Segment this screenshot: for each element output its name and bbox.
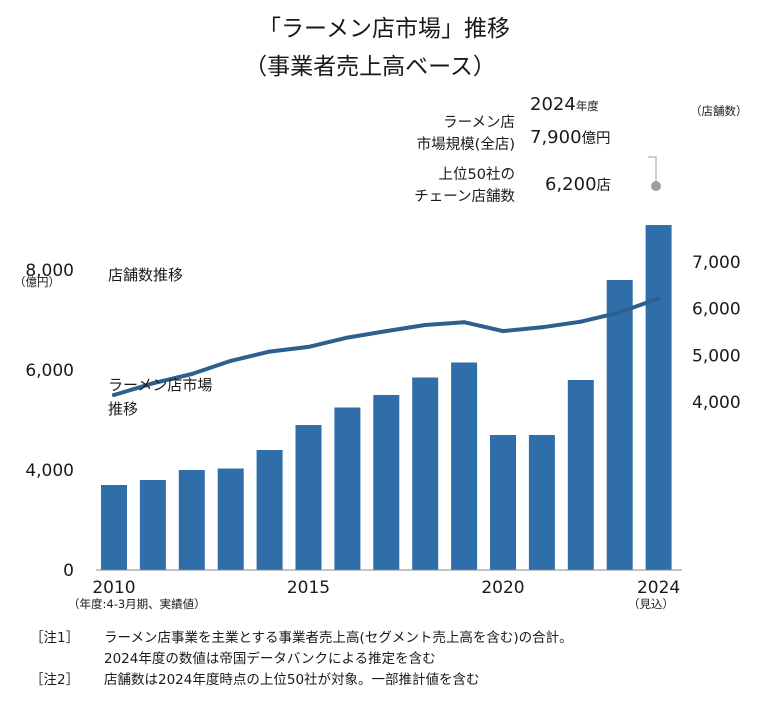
right-axis-ticks: 4,000 5,000 6,000 7,000 — [692, 253, 741, 413]
annotation-leader-line — [648, 156, 657, 184]
bar-series — [101, 225, 672, 570]
x-tick-2024: 2024 — [637, 578, 680, 598]
line-point-2024 — [656, 296, 661, 301]
annotation-market-value: 7,900 — [530, 127, 582, 148]
chart-title: 「ラーメン店市場」推移 — [258, 16, 510, 42]
bar-2023 — [606, 280, 633, 570]
note-2-tag: ［注2］ — [30, 672, 79, 688]
annotation-market-label-2: 市場規模(全店) — [417, 135, 515, 153]
bar-2011 — [139, 480, 166, 570]
bar-2018 — [412, 377, 439, 570]
x-axis-ticks: 2010 2015 2020 2024 — [92, 578, 680, 598]
note-2-text: 店舗数は2024年度時点の上位50社が対象。一部推計値を含む — [104, 672, 480, 688]
bar-series-label-line1: ラーメン店市場 — [108, 376, 212, 394]
bar-2016 — [334, 407, 361, 570]
note-1-tag: ［注1］ — [30, 630, 79, 646]
bar-series-label-line2: 推移 — [108, 400, 138, 418]
annotation-market: 7,900億円 — [530, 127, 611, 148]
left-tick-0: 0 — [63, 561, 74, 581]
bar-2024 — [645, 225, 672, 570]
line-point-2016 — [345, 335, 350, 340]
line-point-2019 — [462, 320, 467, 325]
left-axis-ticks: 0 4,000 6,000 8,000 — [25, 261, 74, 581]
bar-2019 — [451, 362, 478, 570]
x-axis-first-sub: （年度:4-3月期、実績値） — [68, 597, 206, 611]
line-point-2018 — [423, 323, 428, 327]
bar-2017 — [373, 395, 400, 570]
annotation-year-suffix: 年度 — [576, 99, 599, 113]
annotation-chain-label-2: チェーン店舗数 — [414, 188, 515, 205]
line-series-label: 店舗数推移 — [108, 266, 183, 284]
bar-2020 — [490, 435, 516, 570]
x-tick-2010: 2010 — [92, 578, 135, 598]
store-count-points — [112, 296, 661, 397]
annotation-year: 2024年度 — [530, 94, 599, 115]
line-point-2022 — [578, 319, 583, 324]
right-tick-5,000: 5,000 — [692, 346, 741, 366]
line-point-2020 — [501, 329, 505, 334]
bar-2022 — [567, 380, 594, 570]
notes: ［注1］ ラーメン店事業を主業とする事業者売上高(セグメント売上高を含む)の合計… — [30, 629, 573, 688]
x-axis-last-sub: （見込） — [628, 597, 674, 611]
left-tick-4,000: 4,000 — [25, 461, 74, 481]
annotation-chain-value: 6,200 — [545, 174, 597, 195]
bar-2014 — [256, 450, 283, 570]
annotation-year-value: 2024 — [530, 94, 576, 115]
line-point-2023 — [617, 310, 622, 315]
left-tick-8,000: 8,000 — [25, 261, 74, 281]
annotation-chain: 6,200店 — [545, 174, 611, 195]
line-point-2021 — [539, 325, 544, 330]
annotation-chain-label-1: 上位50社の — [439, 166, 515, 183]
annotation-chain-unit: 店 — [597, 177, 612, 194]
chart-subtitle: （事業者売上高ベース） — [244, 54, 496, 80]
bar-2021 — [528, 435, 555, 570]
note-1-text: ラーメン店事業を主業とする事業者売上高(セグメント売上高を含む)の合計。 — [104, 629, 573, 646]
left-axis-unit: （億円） — [14, 275, 60, 289]
left-tick-6,000: 6,000 — [25, 361, 74, 381]
bar-2012 — [178, 470, 205, 570]
bar-2010 — [101, 485, 127, 570]
line-point-2014 — [267, 349, 272, 354]
x-tick-2020: 2020 — [481, 578, 524, 598]
line-point-2017 — [384, 329, 389, 334]
bar-2015 — [295, 425, 322, 570]
annotation-market-label-1: ラーメン店 — [443, 114, 515, 131]
right-tick-6,000: 6,000 — [692, 300, 741, 320]
line-point-2015 — [306, 344, 311, 349]
annotation-market-unit: 億円 — [582, 130, 611, 147]
x-tick-2015: 2015 — [287, 578, 330, 598]
note-1-text-2: 2024年度の数値は帝国データバンクによる推定を含む — [104, 650, 436, 667]
bar-2013 — [217, 468, 244, 570]
line-point-2012 — [189, 372, 194, 376]
right-tick-4,000: 4,000 — [692, 393, 741, 413]
right-axis-unit: （店舗数） — [690, 104, 748, 118]
right-tick-7,000: 7,000 — [692, 253, 741, 273]
line-point-2010 — [112, 393, 116, 397]
line-point-2013 — [228, 358, 233, 363]
market-size-marker — [651, 181, 661, 191]
line-point-2011 — [150, 381, 155, 386]
